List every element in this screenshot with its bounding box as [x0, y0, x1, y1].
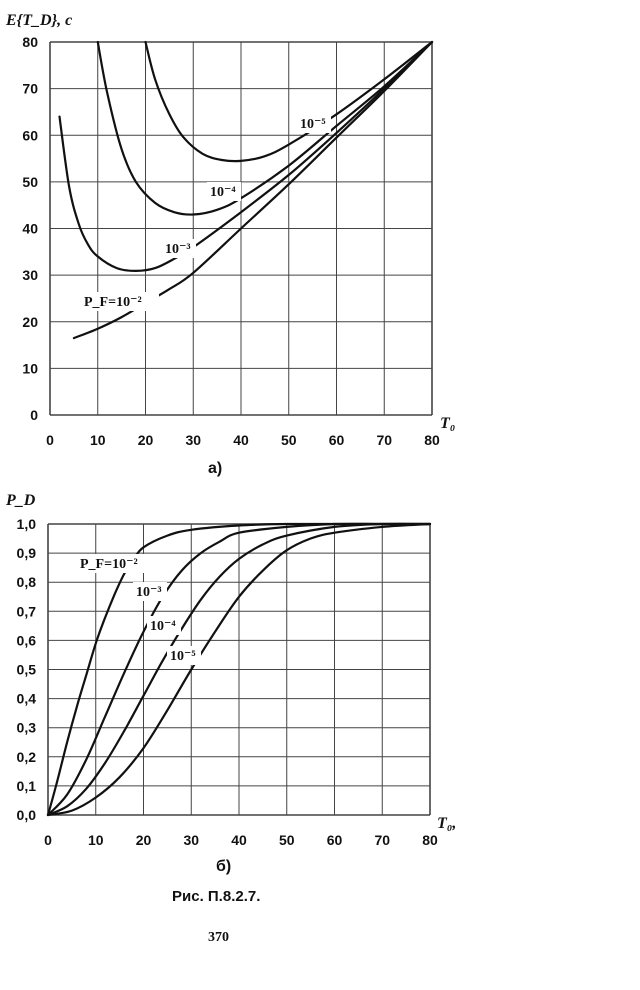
- chart-a-x-tick: 60: [329, 432, 345, 448]
- chart-a: 0 10 20 30 40 50 60 70 80 0 10 20 30 40 50 60 70 80 E{T_D}…: [5, 12, 455, 448]
- chart-a-series-line-0: [72, 40, 434, 340]
- chart-a-y-tick: 20: [22, 314, 38, 330]
- chart-a-x-tick: 40: [233, 432, 249, 448]
- chart-b-x-tick: 60: [327, 832, 343, 848]
- chart-a-series-line-2: [96, 40, 434, 216]
- chart-b-series-label-bg: [77, 554, 155, 573]
- chart-a-series-label-bg: [81, 292, 159, 311]
- chart-b-caption: б): [216, 858, 232, 875]
- chart-a-y-tick: 30: [22, 267, 38, 283]
- chart-b-x-tick: 70: [374, 832, 390, 848]
- figure-caption: Рис. П.8.2.7.: [172, 888, 261, 905]
- chart-a-x-tick: 50: [281, 432, 297, 448]
- chart-b-series-line-1: [46, 522, 432, 817]
- chart-b-y-tick: 0,9: [17, 545, 37, 561]
- chart-a-y-axis-label: E{T_D}, c: [5, 12, 72, 29]
- chart-b-x-tick: 80: [422, 832, 438, 848]
- chart-a-y-tick: 40: [22, 221, 38, 237]
- chart-b-x-tick: 10: [88, 832, 104, 848]
- chart-b-series-label-bg: [147, 616, 181, 635]
- chart-a-y-tick: 0: [30, 407, 38, 423]
- chart-b-series-label-bg: [167, 646, 201, 665]
- chart-b-series-label: 10⁻⁵: [170, 649, 196, 664]
- chart-b: 0 10 20 30 40 50 60 70 80 0,0 0,1 0,2 0,3 0,4 0,5 0,6 0,…: [5, 492, 456, 848]
- chart-a-y-tick: 60: [22, 127, 38, 143]
- chart-a-x-tick: 30: [185, 432, 201, 448]
- chart-b-series-label: 10⁻⁴: [150, 619, 176, 634]
- chart-a-x-tick: 0: [46, 432, 54, 448]
- chart-a-x-tick: 10: [90, 432, 106, 448]
- chart-a-y-tick: 10: [22, 360, 38, 376]
- chart-b-y-tick: 0,6: [17, 632, 37, 648]
- chart-a-y-tick: 80: [22, 34, 38, 50]
- chart-a-caption: а): [208, 460, 223, 477]
- chart-b-y-axis-label: P_D: [5, 492, 36, 509]
- chart-b-series-line-3: [46, 522, 432, 817]
- chart-b-y-tick: 1,0: [17, 516, 37, 532]
- chart-a-x-axis-label: T₀: [440, 415, 455, 432]
- chart-a-y-tick: 70: [22, 81, 38, 97]
- chart-a-x-tick: 20: [138, 432, 154, 448]
- chart-b-x-tick: 40: [231, 832, 247, 848]
- chart-a-series-line-1: [58, 40, 434, 272]
- chart-a-series-label: 10⁻³: [165, 242, 191, 257]
- chart-b-y-tick: 0,1: [17, 778, 37, 794]
- chart-a-series-label: 10⁻⁵: [300, 117, 326, 132]
- chart-b-x-tick: 0: [44, 832, 52, 848]
- chart-a-series-label-bg: [297, 114, 331, 133]
- chart-a-series-label: P_F=10⁻²: [84, 295, 142, 310]
- chart-a-series-label: 10⁻⁴: [210, 185, 236, 200]
- chart-b-y-tick: 0,7: [17, 603, 37, 619]
- chart-a-series-label-bg: [162, 239, 196, 258]
- chart-b-y-tick: 0,2: [17, 749, 37, 765]
- chart-b-series-label: 10⁻³: [136, 585, 162, 600]
- chart-b-y-tick: 0,0: [17, 807, 37, 823]
- chart-b-series-label-bg: [133, 582, 167, 601]
- chart-b-series-line-2: [46, 522, 432, 817]
- chart-b-x-axis-label: T₀,: [437, 815, 456, 832]
- chart-a-series-line-3: [144, 40, 434, 163]
- page-number: 370: [208, 930, 229, 945]
- chart-b-y-tick: 0,4: [17, 691, 37, 707]
- chart-a-y-tick: 50: [22, 174, 38, 190]
- chart-b-y-tick: 0,5: [17, 662, 37, 678]
- chart-b-y-tick: 0,3: [17, 720, 37, 736]
- chart-a-series-label-bg: [207, 182, 241, 201]
- chart-b-series-label: P_F=10⁻²: [80, 557, 138, 572]
- chart-b-x-tick: 50: [279, 832, 295, 848]
- chart-a-x-tick: 70: [376, 432, 392, 448]
- chart-a-x-tick: 80: [424, 432, 440, 448]
- chart-b-x-tick: 30: [183, 832, 199, 848]
- chart-b-y-tick: 0,8: [17, 574, 37, 590]
- chart-b-x-tick: 20: [136, 832, 152, 848]
